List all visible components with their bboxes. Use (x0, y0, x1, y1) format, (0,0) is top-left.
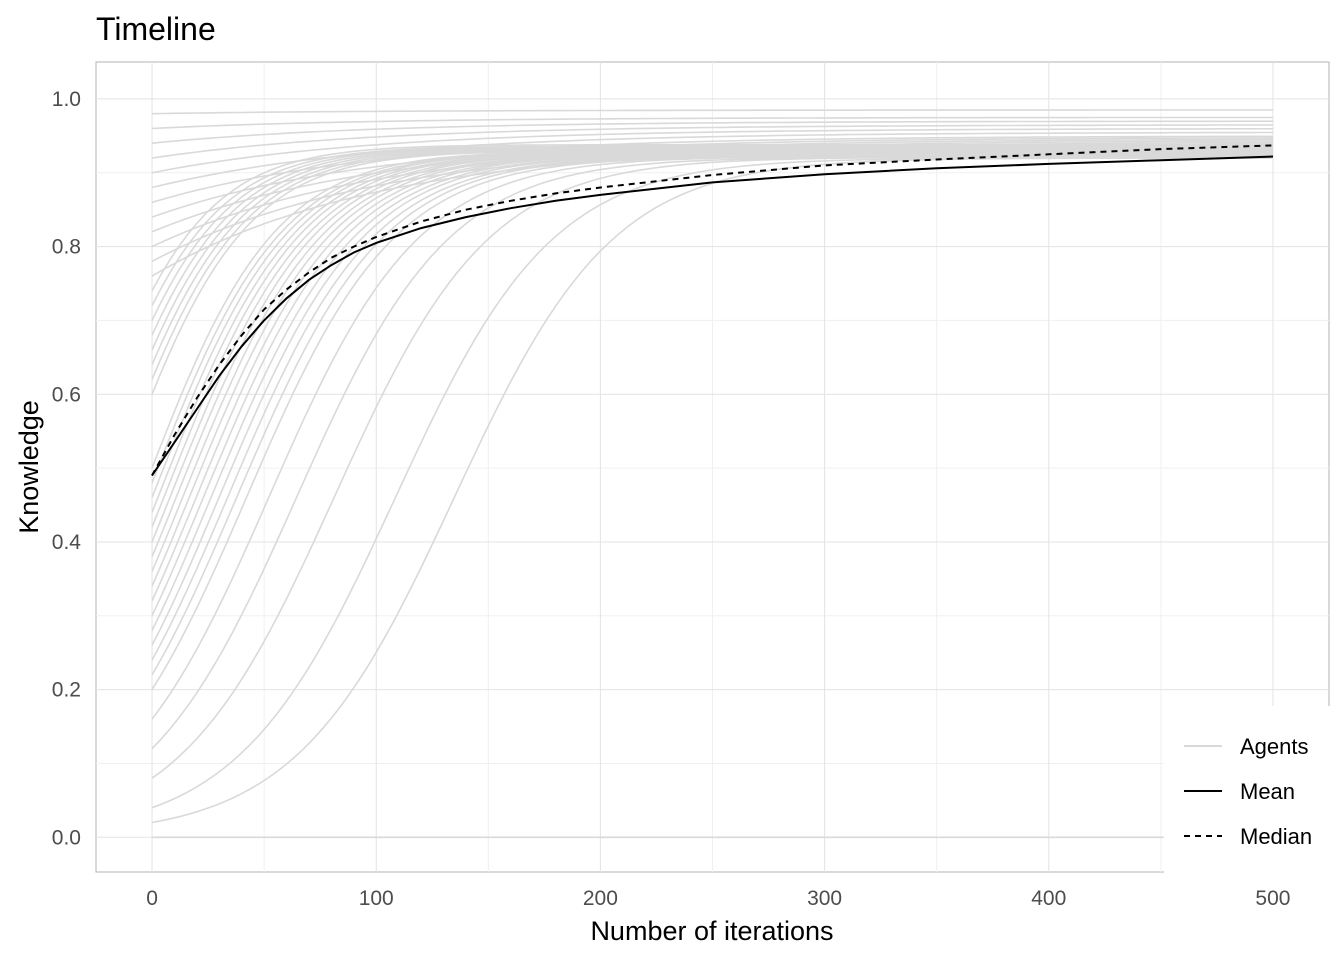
x-axis-ticks: 0 100 200 300 400 500 (146, 887, 1290, 910)
y-axis-title: Knowledge (14, 400, 44, 534)
x-tick-label: 100 (359, 887, 394, 910)
x-tick-label: 200 (583, 887, 618, 910)
agent-line (151, 128, 1273, 174)
x-tick-label: 0 (146, 887, 158, 910)
y-axis-ticks: 0.0 0.2 0.4 0.6 0.8 1.0 (52, 88, 82, 849)
agent-line (151, 143, 1273, 292)
major-grid (96, 62, 1329, 872)
legend: Agents Mean Median (1164, 706, 1344, 876)
chart-title: Timeline (96, 11, 216, 47)
legend-label-mean: Mean (1240, 779, 1295, 804)
y-tick-label: 0.0 (52, 826, 81, 849)
series-line-median (151, 144, 1274, 476)
y-tick-label: 0.8 (52, 236, 81, 259)
legend-label-agents: Agents (1240, 734, 1309, 759)
agent-line (151, 120, 1273, 144)
y-tick-label: 0.2 (52, 679, 81, 702)
x-tick-label: 300 (807, 887, 842, 910)
legend-label-median: Median (1240, 824, 1312, 849)
x-axis-title: Number of iterations (590, 916, 833, 946)
agent-line (151, 116, 1273, 130)
agent-line (151, 124, 1273, 159)
agent-lines (151, 109, 1274, 839)
y-tick-label: 0.6 (52, 383, 81, 406)
summary-lines (151, 144, 1274, 477)
agent-line (151, 109, 1273, 115)
y-tick-label: 0.4 (52, 531, 82, 554)
x-tick-label: 400 (1031, 887, 1066, 910)
x-tick-label: 500 (1255, 887, 1290, 910)
series-line-mean (151, 155, 1274, 477)
y-tick-label: 1.0 (52, 88, 81, 111)
